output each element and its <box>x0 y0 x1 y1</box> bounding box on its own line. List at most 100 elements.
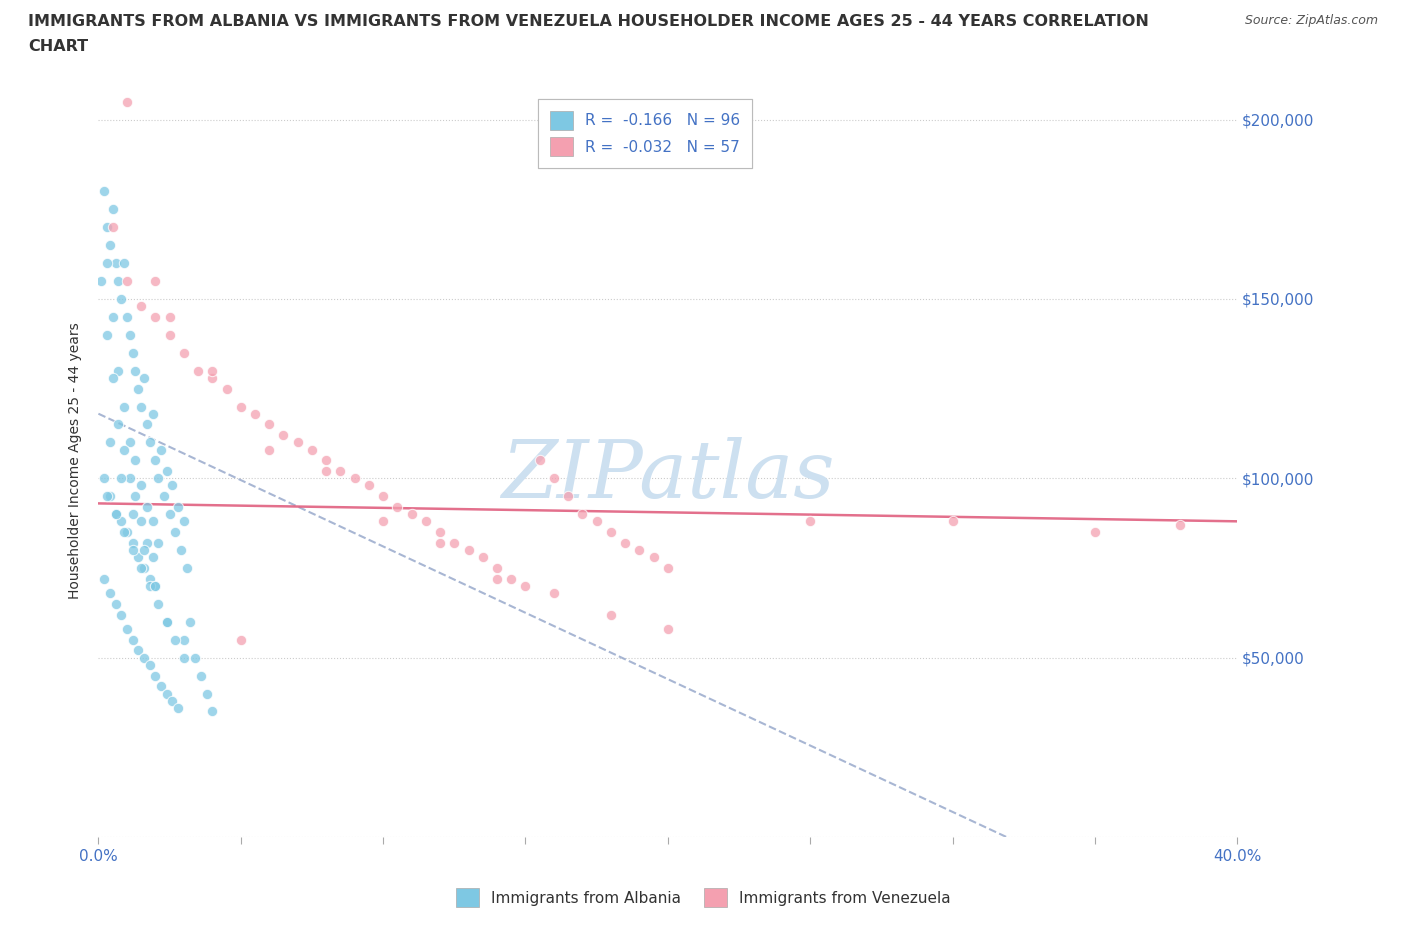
Point <box>571 507 593 522</box>
Point <box>229 399 252 414</box>
Point <box>156 686 179 701</box>
Point <box>657 621 679 636</box>
Point <box>600 607 623 622</box>
Point <box>96 489 118 504</box>
Point <box>138 658 160 672</box>
Point <box>132 561 155 576</box>
Point <box>104 507 127 522</box>
Point <box>121 632 143 647</box>
Point <box>457 542 479 557</box>
Point <box>110 471 132 485</box>
Point <box>107 364 129 379</box>
Point <box>343 471 366 485</box>
Point <box>429 525 451 539</box>
Point <box>145 668 167 683</box>
Point <box>486 561 509 576</box>
Point <box>657 561 679 576</box>
Point <box>543 471 565 485</box>
Point <box>162 693 184 708</box>
Point <box>98 586 121 601</box>
Point <box>121 542 143 557</box>
Point <box>600 525 623 539</box>
Point <box>173 650 195 665</box>
Point <box>110 291 132 306</box>
Point <box>315 453 337 468</box>
Point <box>118 435 141 450</box>
Point <box>138 571 160 586</box>
Point <box>184 650 207 665</box>
Point <box>135 417 157 432</box>
Point <box>132 542 155 557</box>
Point <box>201 370 224 385</box>
Point <box>135 499 157 514</box>
Point <box>96 219 118 234</box>
Point <box>121 536 143 551</box>
Point <box>156 464 179 479</box>
Point <box>121 507 143 522</box>
Point <box>124 489 146 504</box>
Point <box>118 471 141 485</box>
Point <box>98 238 121 253</box>
Point <box>159 310 181 325</box>
Point <box>614 536 637 551</box>
Point <box>124 364 146 379</box>
Point <box>115 273 138 288</box>
Point <box>165 525 187 539</box>
Point <box>98 435 121 450</box>
Point <box>529 453 551 468</box>
Point <box>98 489 121 504</box>
Point <box>132 650 155 665</box>
Point <box>104 596 127 611</box>
Point <box>150 679 173 694</box>
Point <box>301 442 323 457</box>
Point <box>190 668 212 683</box>
Point <box>101 219 124 234</box>
Point <box>145 310 167 325</box>
Point <box>176 561 198 576</box>
Point <box>141 406 163 421</box>
Point <box>127 550 149 565</box>
Point <box>112 442 135 457</box>
Point <box>93 571 115 586</box>
Point <box>443 536 465 551</box>
Point <box>101 370 124 385</box>
Point <box>115 621 138 636</box>
Point <box>115 94 138 109</box>
Point <box>173 514 195 529</box>
Point <box>104 256 127 271</box>
Point <box>138 435 160 450</box>
Point <box>628 542 651 557</box>
Point <box>121 345 143 360</box>
Point <box>643 550 665 565</box>
Point <box>187 364 209 379</box>
Point <box>112 256 135 271</box>
Point <box>942 514 965 529</box>
Point <box>215 381 238 396</box>
Point <box>162 478 184 493</box>
Point <box>515 578 537 593</box>
Point <box>243 406 266 421</box>
Point <box>129 478 152 493</box>
Point <box>259 442 281 457</box>
Point <box>173 345 195 360</box>
Point <box>141 550 163 565</box>
Point <box>229 632 252 647</box>
Point <box>141 514 163 529</box>
Point <box>145 273 167 288</box>
Point <box>107 273 129 288</box>
Point <box>115 310 138 325</box>
Point <box>543 586 565 601</box>
Legend: R =  -0.166   N = 96, R =  -0.032   N = 57: R = -0.166 N = 96, R = -0.032 N = 57 <box>537 99 752 168</box>
Point <box>129 299 152 313</box>
Point <box>357 478 380 493</box>
Point <box>179 615 201 630</box>
Text: CHART: CHART <box>28 39 89 54</box>
Point <box>148 536 170 551</box>
Point <box>170 542 193 557</box>
Point <box>93 471 115 485</box>
Point <box>129 561 152 576</box>
Point <box>201 704 224 719</box>
Point <box>165 632 187 647</box>
Point <box>429 536 451 551</box>
Point <box>148 596 170 611</box>
